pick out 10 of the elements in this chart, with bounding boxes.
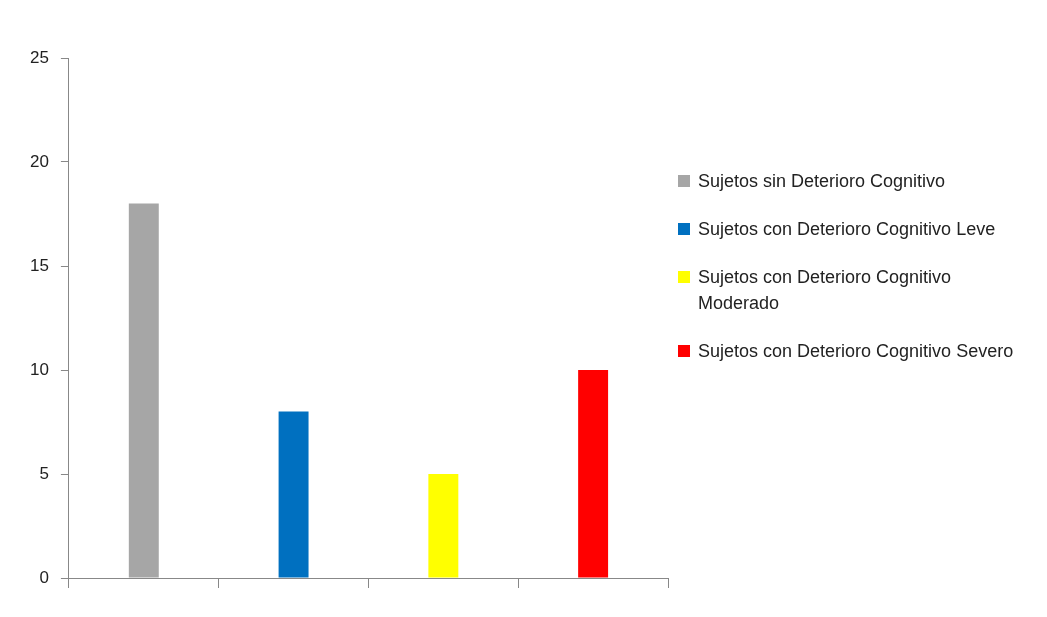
y-tick-label: 25 bbox=[29, 47, 49, 67]
y-tick-label: 10 bbox=[29, 359, 49, 379]
legend-label: Sujetos con Deterioro Cognitivo Moderado bbox=[698, 266, 953, 315]
legend-label: Sujetos con Deterioro Cognitivo Leve bbox=[698, 218, 996, 241]
y-tick-label: 5 bbox=[39, 463, 49, 483]
y-tick-label: 20 bbox=[29, 151, 49, 171]
y-tick-label: 0 bbox=[39, 567, 49, 587]
legend-label: Sujetos sin Deterioro Cognitivo bbox=[698, 170, 946, 193]
y-tick-label: 15 bbox=[29, 255, 49, 275]
legend-label: Sujetos con Deterioro Cognitivo Severo bbox=[698, 340, 1014, 363]
